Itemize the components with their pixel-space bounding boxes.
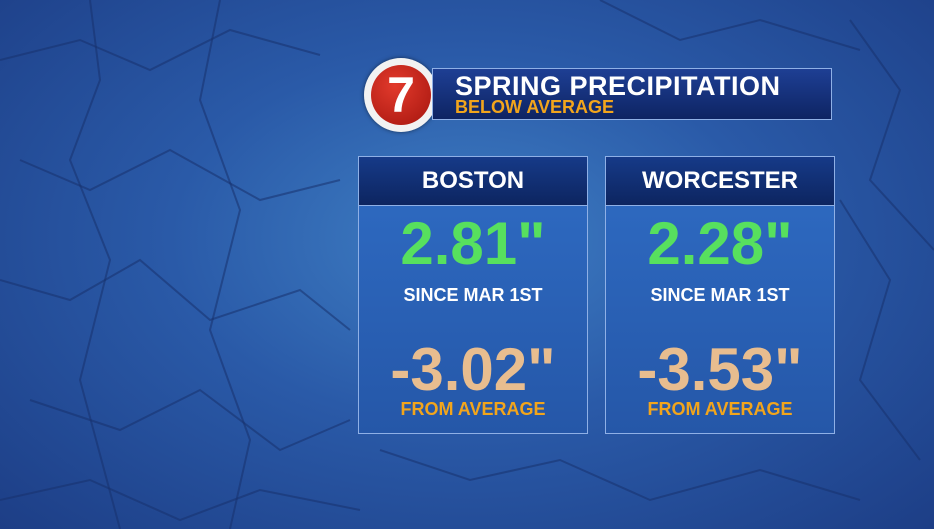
- station-logo: 7: [364, 58, 438, 132]
- precip-amount: 2.28": [647, 210, 793, 277]
- logo-text: 7: [371, 65, 431, 125]
- since-label: SINCE MAR 1ST: [650, 285, 790, 305]
- city-name: BOSTON: [359, 157, 587, 206]
- precip-amount: 2.81": [400, 210, 546, 277]
- departure: -3.53": [637, 336, 803, 403]
- departure-label: FROM AVERAGE: [400, 399, 546, 419]
- title-banner: SPRING PRECIPITATION BELOW AVERAGE: [432, 68, 832, 120]
- city-name: WORCESTER: [606, 157, 834, 206]
- departure-label: FROM AVERAGE: [647, 399, 793, 419]
- departure: -3.02": [390, 336, 556, 403]
- subtitle: BELOW AVERAGE: [455, 97, 615, 117]
- city-card: WORCESTER 2.28" SINCE MAR 1ST -3.53" FRO…: [605, 156, 835, 434]
- city-card: BOSTON 2.81" SINCE MAR 1ST -3.02" FROM A…: [358, 156, 588, 434]
- since-label: SINCE MAR 1ST: [403, 285, 543, 305]
- title: SPRING PRECIPITATION: [455, 71, 781, 101]
